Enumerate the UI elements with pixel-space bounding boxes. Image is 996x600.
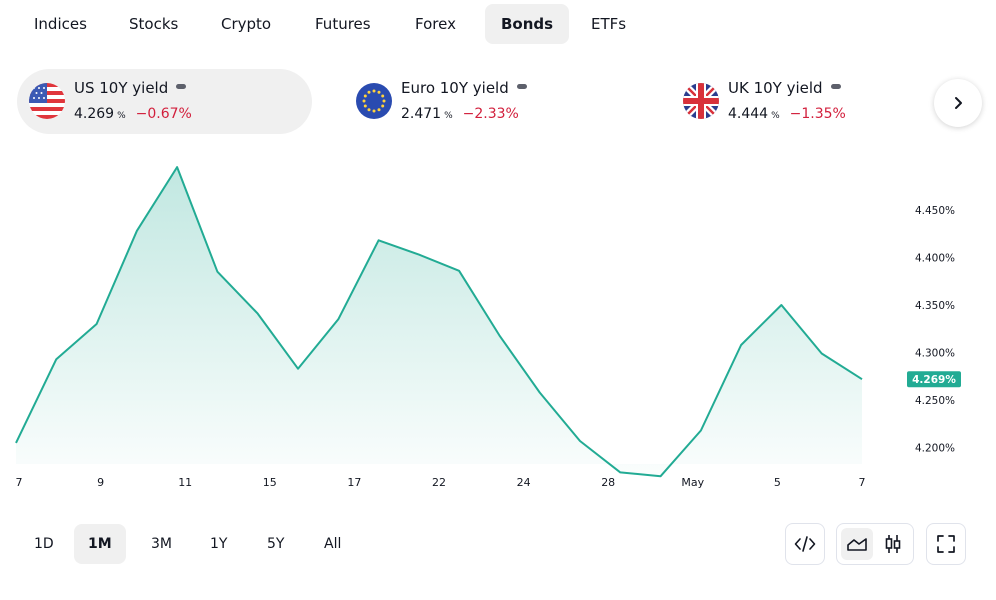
range-all[interactable]: All [324,536,342,552]
price-area-fill [16,167,862,477]
ticker-uk-10y[interactable]: UK 10Y yield 4.444% −1.35% [671,69,921,134]
embed-button[interactable] [785,523,825,565]
last-value-badge: 4.269% [907,371,961,388]
x-tick-label: 17 [347,476,361,489]
y-tick-label: 4.450% [915,205,955,217]
candlestick-button[interactable] [877,528,909,560]
candlestick-icon [885,535,901,553]
x-tick-label: 7 [859,476,866,489]
x-tick-label: 15 [263,476,277,489]
x-tick-label: 24 [517,476,531,489]
eu-flag-icon [356,83,392,119]
x-tick-label: 22 [432,476,446,489]
ticker-value: 4.269% −0.67% [74,106,192,122]
ticker-change: −0.67% [135,106,192,122]
x-tick-label: 9 [97,476,104,489]
tab-crypto[interactable]: Crypto [221,15,272,33]
y-tick-label: 4.250% [915,395,955,407]
ticker-value: 4.444% −1.35% [728,106,846,122]
x-tick-label: 11 [178,476,192,489]
range-5y[interactable]: 5Y [267,536,285,552]
chart-type-switch [836,523,914,565]
ticker-change: −1.35% [789,106,846,122]
y-tick-label: 4.200% [915,443,955,455]
x-tick-label: 28 [601,476,615,489]
ticker-us-10y[interactable]: US 10Y yield 4.269% −0.67% [17,69,312,134]
tab-indices[interactable]: Indices [34,15,87,33]
ticker-value: 2.471% −2.33% [401,106,519,122]
next-tickers-button[interactable] [934,79,982,127]
area-chart-button[interactable] [841,528,873,560]
ticker-name: US 10Y yield [74,79,187,97]
range-1y[interactable]: 1Y [210,536,228,552]
range-3m[interactable]: 3M [151,536,172,552]
x-tick-label: 5 [774,476,781,489]
area-chart-icon [847,538,867,551]
market-status-icon [516,84,527,89]
y-tick-label: 4.400% [915,253,955,265]
yield-chart: 4.450% 4.400% 4.350% 4.300% 4.250% 4.200% 7 9 1… [15,166,961,489]
x-tick-label: 7 [16,476,23,489]
tab-futures[interactable]: Futures [315,15,371,33]
tab-bonds[interactable]: Bonds [485,4,570,44]
fullscreen-button[interactable] [926,523,966,565]
chevron-right-icon [955,97,962,109]
svg-text:4.269%: 4.269% [912,374,956,386]
price-line [15,166,863,478]
range-1m[interactable]: 1M [74,524,126,564]
tab-stocks[interactable]: Stocks [129,15,179,33]
ticker-name: UK 10Y yield [728,79,841,97]
tab-forex[interactable]: Forex [415,15,456,33]
tab-etfs[interactable]: ETFs [591,15,627,33]
code-icon [794,536,816,552]
fullscreen-icon [937,535,955,553]
y-tick-label: 4.300% [915,348,955,360]
ticker-euro-10y[interactable]: Euro 10Y yield 2.471% −2.33% [344,69,634,134]
ticker-name: Euro 10Y yield [401,79,527,97]
market-status-icon [830,84,841,89]
ticker-change: −2.33% [462,106,519,122]
uk-flag-icon [683,83,719,119]
range-1d[interactable]: 1D [34,536,54,552]
y-tick-label: 4.350% [915,300,955,312]
us-flag-icon [29,83,65,119]
market-status-icon [176,84,187,89]
x-tick-label: May [681,476,704,489]
market-tabs: Indices Stocks Crypto Futures Forex Bond… [0,0,700,48]
